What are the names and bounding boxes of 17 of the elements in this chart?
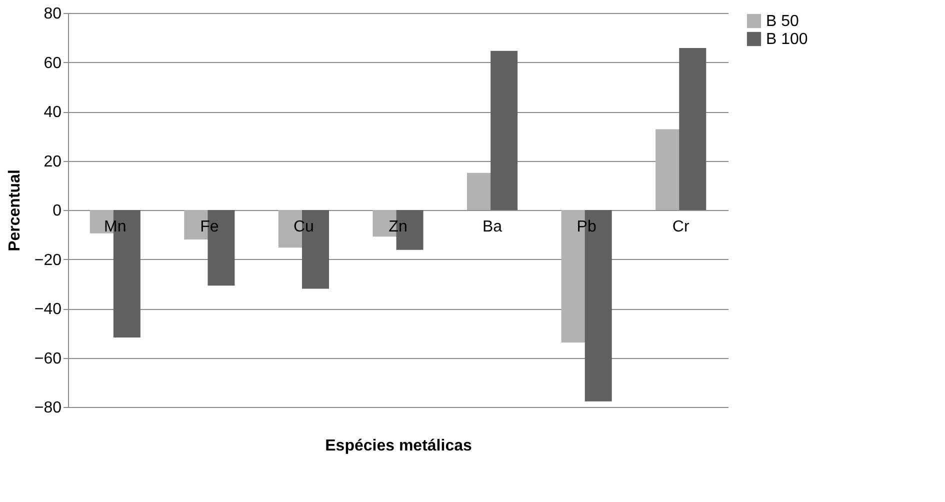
y-tick-label: −60 <box>34 350 62 368</box>
bar <box>490 50 518 210</box>
legend-label: B 50 <box>766 13 800 30</box>
x-tick-label: Ba <box>482 218 502 236</box>
legend-label: B 100 <box>766 31 808 48</box>
y-tick-label: −40 <box>34 301 62 318</box>
bar <box>679 48 706 210</box>
x-axis-title: Espécies metálicas <box>325 438 472 454</box>
y-tick-label: 80 <box>44 6 62 22</box>
x-tick-label: Cr <box>672 218 690 236</box>
y-tick-label: 60 <box>44 54 62 72</box>
y-axis-title: Percentual <box>6 170 24 252</box>
y-tick-label: 20 <box>44 153 62 170</box>
y-tick-label: −80 <box>34 400 62 416</box>
y-tick-label: −20 <box>34 252 62 269</box>
y-tick-label: 0 <box>52 202 62 220</box>
y-tick-label: 40 <box>44 104 62 121</box>
